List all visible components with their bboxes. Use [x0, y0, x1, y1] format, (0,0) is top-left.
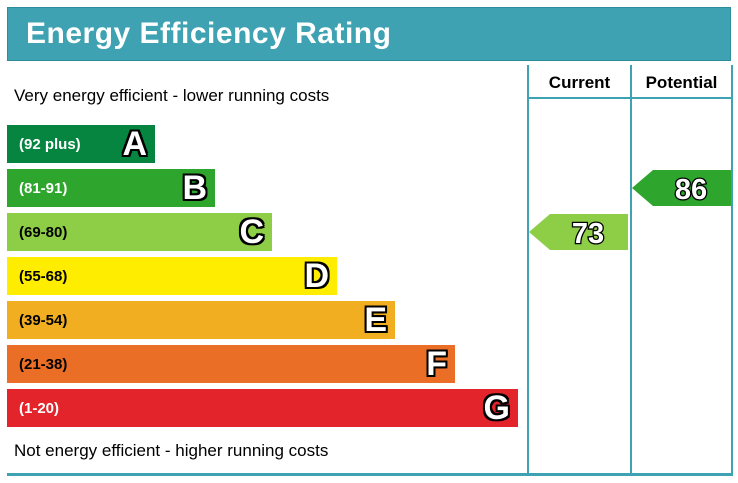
band-letter: E — [364, 301, 387, 339]
caption-not-efficient: Not energy efficient - higher running co… — [14, 441, 329, 460]
header-underline — [527, 97, 733, 99]
chart-title-bar: Energy Efficiency Rating — [7, 7, 731, 61]
band-row-f: (21-38) F — [7, 345, 455, 383]
band-row-a: (92 plus) A — [7, 125, 155, 163]
potential-rating-value: 86 — [675, 174, 707, 206]
band-range-label: (55-68) — [19, 267, 68, 285]
band-range-label: (21-38) — [19, 355, 68, 373]
column-divider-middle — [630, 65, 632, 476]
band-letter: G — [483, 389, 510, 427]
band-letter: D — [304, 257, 329, 295]
column-divider-left — [527, 65, 529, 476]
band-letter: C — [239, 213, 264, 251]
current-rating-arrow: 73 — [529, 214, 628, 251]
potential-column-header: Potential — [645, 73, 718, 92]
potential-rating-arrow: 86 — [632, 170, 731, 207]
band-row-e: (39-54) E — [7, 301, 395, 339]
band-row-b: (81-91) B — [7, 169, 215, 207]
band-letter: A — [122, 125, 147, 163]
chart-bottom-border — [7, 473, 733, 476]
band-row-d: (55-68) D — [7, 257, 337, 295]
current-rating-value: 73 — [572, 218, 604, 250]
caption-very-efficient: Very energy efficient - lower running co… — [14, 86, 330, 105]
band-range-label: (69-80) — [19, 223, 68, 241]
chart-title: Energy Efficiency Rating — [26, 17, 392, 50]
band-range-label: (81-91) — [19, 179, 68, 197]
band-range-label: (92 plus) — [19, 135, 81, 153]
current-column-header: Current — [548, 73, 611, 92]
band-row-c: (69-80) C — [7, 213, 272, 251]
band-range-label: (39-54) — [19, 311, 68, 329]
band-letter: F — [426, 345, 447, 383]
band-range-label: (1-20) — [19, 399, 60, 417]
band-letter: B — [182, 169, 207, 207]
band-row-g: (1-20) G — [7, 389, 518, 427]
column-divider-right — [731, 65, 733, 476]
